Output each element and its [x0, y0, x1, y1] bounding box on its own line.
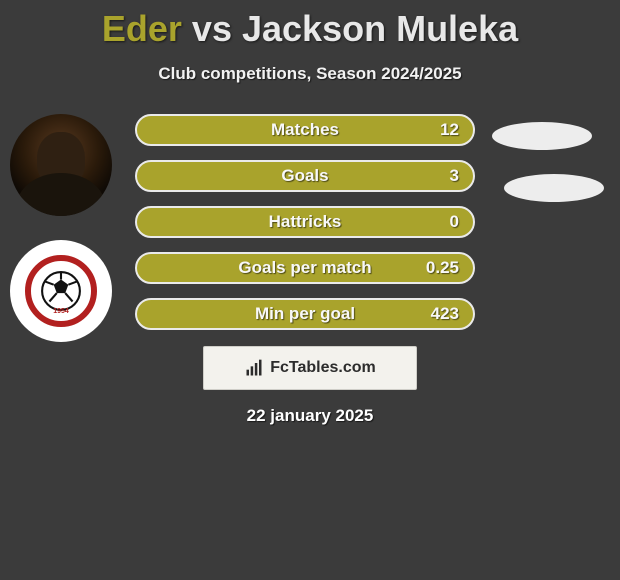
- stat-value: 423: [431, 304, 459, 324]
- soccer-ball-icon: [40, 270, 82, 312]
- bar-chart-icon: [244, 358, 264, 378]
- stat-value: 3: [450, 166, 459, 186]
- title-vs: vs: [192, 8, 232, 49]
- stat-label: Matches: [271, 120, 339, 140]
- date-text: 22 january 2025: [0, 406, 620, 426]
- subtitle: Club competitions, Season 2024/2025: [0, 64, 620, 84]
- stat-label: Goals: [281, 166, 328, 186]
- stat-bar-hattricks: Hattricks 0: [135, 206, 475, 238]
- stat-value: 0.25: [426, 258, 459, 278]
- stat-bar-matches: Matches 12: [135, 114, 475, 146]
- page-title: Eder vs Jackson Muleka: [0, 0, 620, 50]
- brand-text: FcTables.com: [270, 359, 376, 377]
- side-ellipse-2: [504, 174, 604, 202]
- stat-label: Hattricks: [269, 212, 342, 232]
- title-player1: Eder: [102, 8, 182, 49]
- side-ellipse-1: [492, 122, 592, 150]
- stat-label: Min per goal: [255, 304, 355, 324]
- player-avatar: [10, 114, 112, 216]
- avatar-stack: 1954: [10, 114, 120, 342]
- club-year: 1954: [31, 308, 91, 315]
- brand-badge[interactable]: FcTables.com: [203, 346, 417, 390]
- club-avatar: 1954: [10, 240, 112, 342]
- stat-bar-goals: Goals 3: [135, 160, 475, 192]
- stat-label: Goals per match: [238, 258, 371, 278]
- title-player2: Jackson Muleka: [242, 8, 518, 49]
- stat-bar-min-per-goal: Min per goal 423: [135, 298, 475, 330]
- club-badge: 1954: [25, 255, 97, 327]
- content-area: 1954 Matches 12 Goals 3 Hattricks 0 Goal…: [0, 114, 620, 426]
- stat-bars: Matches 12 Goals 3 Hattricks 0 Goals per…: [135, 114, 475, 330]
- stat-value: 12: [440, 120, 459, 140]
- stat-value: 0: [450, 212, 459, 232]
- stat-bar-goals-per-match: Goals per match 0.25: [135, 252, 475, 284]
